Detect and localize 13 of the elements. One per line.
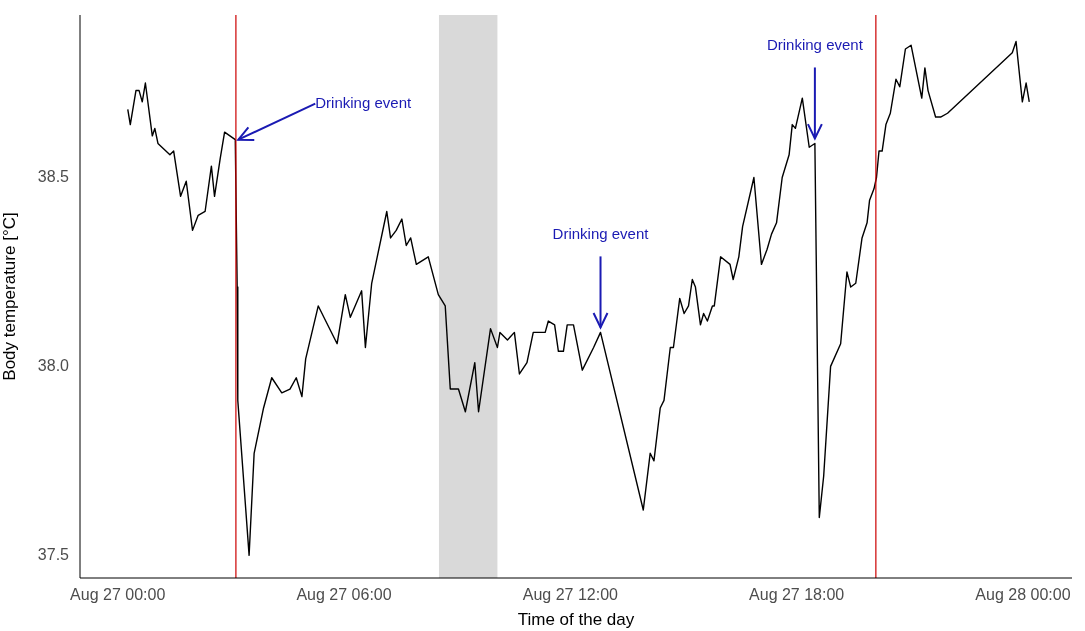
annotation: Drinking event [552, 225, 650, 243]
x-tick-label: Aug 27 18:00 [749, 586, 845, 604]
annotation: Drinking event [766, 36, 864, 54]
x-tick-label: Aug 27 06:00 [296, 586, 392, 604]
y-axis-title: Body temperature [°C] [0, 212, 19, 381]
x-tick-label: Aug 28 00:00 [975, 586, 1071, 604]
y-tick-label: 37.5 [37, 545, 70, 563]
y-tick-label: 38.0 [37, 356, 70, 374]
x-axis-title: Time of the day [517, 610, 635, 630]
x-tick-label: Aug 27 12:00 [522, 586, 619, 604]
y-tick-label: 38.5 [37, 167, 70, 185]
x-tick-label: Aug 27 00:00 [70, 586, 166, 604]
annotation: Drinking event [315, 93, 412, 111]
